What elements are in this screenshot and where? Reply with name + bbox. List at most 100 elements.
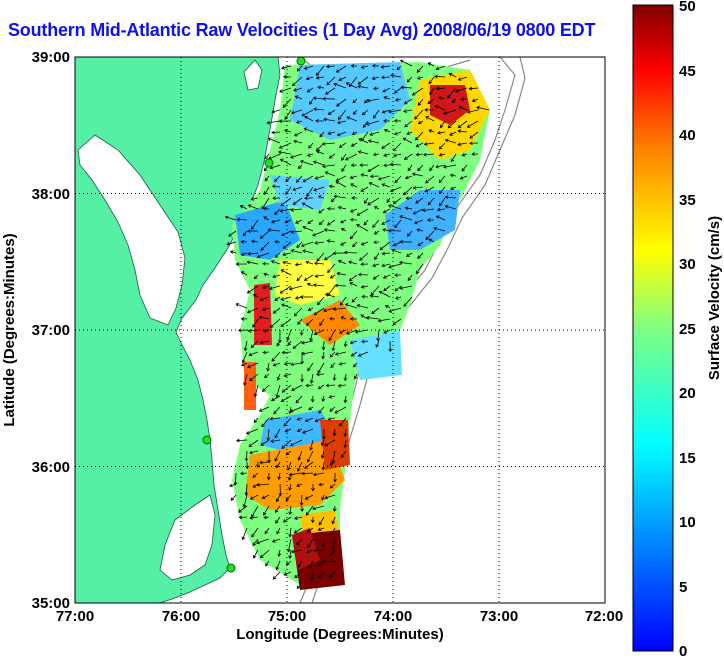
velocity-vector [335, 181, 347, 188]
velocity-vector [329, 351, 336, 358]
velocity-vector-head [394, 179, 399, 184]
velocity-vector-head [305, 322, 310, 326]
velocity-vector-head [377, 176, 382, 181]
velocity-vector-head [229, 250, 234, 254]
velocity-vector [353, 362, 358, 368]
velocity-vector [251, 219, 259, 230]
velocity-vector-head [359, 257, 363, 261]
chesapeake-bay [77, 134, 186, 326]
velocity-vector [248, 351, 259, 356]
velocity-vector-head [258, 408, 263, 412]
velocity-vector [297, 560, 303, 568]
velocity-vector-head [276, 376, 281, 381]
velocity-vector-head [394, 97, 399, 102]
velocity-vector [438, 175, 446, 183]
velocity-vector-head [449, 173, 454, 178]
x-tick-label: 72:00 [585, 608, 623, 625]
velocity-vector-head [306, 549, 310, 554]
velocity-vector [247, 252, 259, 255]
velocity-vector-head [461, 167, 465, 172]
velocity-vector [385, 305, 391, 309]
x-tick-label: 73:00 [480, 608, 518, 625]
velocity-vector-head [376, 338, 381, 342]
velocity-vector [291, 109, 303, 114]
velocity-vector-head [326, 206, 331, 211]
velocity-vector-head [309, 380, 314, 384]
velocity-vector-head [278, 145, 283, 149]
velocity-vector-head [333, 82, 337, 87]
velocity-vector [358, 151, 369, 155]
velocity-vector [418, 120, 424, 124]
velocity-vector [336, 65, 347, 73]
velocity-vector [247, 307, 259, 313]
velocity-vector [383, 164, 391, 166]
velocity-vector [327, 240, 336, 243]
velocity-vector [373, 87, 380, 90]
velocity-vector [260, 230, 270, 239]
velocity-vector-head [281, 65, 285, 70]
velocity-vector [349, 274, 358, 281]
velocity-vector [403, 186, 413, 195]
velocity-vector-head [280, 297, 285, 301]
velocity-vector-head [324, 442, 329, 447]
map-title: Southern Mid-Atlantic Raw Velocities (1 … [8, 20, 596, 40]
velocity-vector [467, 120, 479, 128]
velocity-vector [318, 516, 325, 526]
colorbar-tick-label: 50 [679, 0, 696, 15]
velocity-vector-head [399, 215, 403, 219]
velocity-vector-head [283, 572, 288, 576]
velocity-vector-head [318, 482, 323, 487]
velocity-vector-head [348, 277, 353, 282]
velocity-vector [361, 131, 369, 141]
velocity-vector-head [247, 204, 252, 208]
velocity-vector [254, 274, 259, 279]
velocity-vector-head [264, 155, 269, 160]
velocity-vector [316, 150, 325, 155]
velocity-vector-head [250, 197, 255, 201]
velocity-vector-head [340, 219, 344, 224]
velocity-vector [344, 252, 358, 254]
velocity-vector [360, 314, 369, 320]
velocity-vector [350, 340, 358, 344]
velocity-vector [339, 362, 347, 365]
velocity-vector [331, 197, 336, 202]
velocity-vector-head [302, 178, 306, 183]
velocity-vector [276, 560, 281, 570]
velocity-vector [313, 108, 325, 111]
velocity-vector-head [460, 97, 465, 102]
velocity-vector [327, 219, 336, 226]
velocity-vector [350, 183, 358, 188]
velocity-vector-head [411, 172, 416, 177]
velocity-vector [310, 329, 314, 341]
velocity-vector-head [272, 310, 277, 314]
velocity-vector-head [406, 78, 411, 83]
velocity-vector [274, 428, 281, 438]
velocity-vector-head [306, 529, 311, 533]
velocity-vector [369, 131, 380, 136]
velocity-vector-head [269, 416, 273, 421]
velocity-vector [383, 274, 391, 279]
velocity-vector [270, 318, 281, 328]
velocity-vector-head [314, 261, 318, 266]
velocity-vector [333, 307, 347, 310]
velocity-vector [332, 340, 336, 351]
velocity-vector-head [306, 193, 310, 198]
velocity-vector-head [360, 173, 365, 177]
velocity-vector-head [415, 152, 420, 157]
velocity-vector-head [435, 164, 439, 169]
velocity-vector [277, 373, 281, 381]
velocity-vector [285, 428, 292, 433]
velocity-vector [361, 174, 369, 177]
velocity-vector [417, 76, 424, 80]
velocity-vector-head [305, 383, 309, 388]
velocity-vector-head [425, 116, 430, 120]
velocity-vector-head [248, 443, 253, 448]
velocity-vector [262, 384, 270, 392]
velocity-vector [395, 296, 402, 300]
velocity-vector-head [336, 132, 341, 137]
velocity-vector [323, 307, 336, 312]
velocity-vector [373, 109, 380, 119]
velocity-vector-head [394, 224, 398, 229]
velocity-vector [279, 87, 292, 93]
velocity-vector-head [279, 89, 283, 93]
